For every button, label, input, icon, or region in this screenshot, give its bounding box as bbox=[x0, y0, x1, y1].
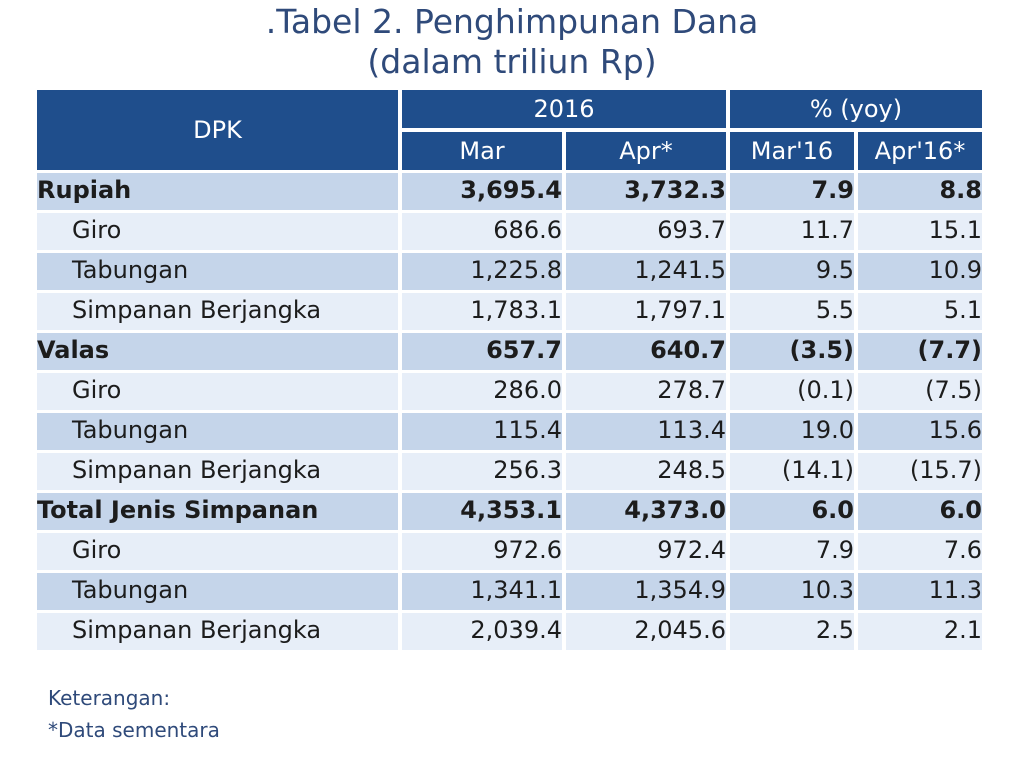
header-mar16: Mar'16 bbox=[730, 131, 854, 170]
cell-mar16: 6.0 bbox=[730, 493, 854, 533]
cell-mar16: 7.9 bbox=[730, 173, 854, 213]
cell-apr: 2,045.6 bbox=[566, 613, 726, 653]
notes-footnote: *Data sementara bbox=[48, 718, 220, 742]
table-title: .Tabel 2. Penghimpunan Dana (dalam trili… bbox=[0, 2, 1024, 82]
row-label: Tabungan bbox=[37, 253, 398, 293]
row-label: Total Jenis Simpanan bbox=[37, 493, 398, 533]
deposit-table: DPK 2016 % (yoy) Mar Apr* Mar'16 Apr'16*… bbox=[33, 90, 986, 653]
cell-mar: 1,225.8 bbox=[402, 253, 562, 293]
cell-apr: 972.4 bbox=[566, 533, 726, 573]
table-row: Rupiah 3,695.4 3,732.3 7.9 8.8 bbox=[37, 173, 982, 213]
cell-mar16: (0.1) bbox=[730, 373, 854, 413]
cell-mar: 657.7 bbox=[402, 333, 562, 373]
cell-apr: 3,732.3 bbox=[566, 173, 726, 213]
header-apr: Apr* bbox=[566, 131, 726, 170]
cell-mar: 3,695.4 bbox=[402, 173, 562, 213]
cell-apr16: 15.1 bbox=[858, 213, 982, 253]
cell-mar: 686.6 bbox=[402, 213, 562, 253]
table-row: Simpanan Berjangka 2,039.4 2,045.6 2.5 2… bbox=[37, 613, 982, 653]
row-label: Rupiah bbox=[37, 173, 398, 213]
cell-mar16: (14.1) bbox=[730, 453, 854, 493]
table-row: Total Jenis Simpanan 4,353.1 4,373.0 6.0… bbox=[37, 493, 982, 533]
title-line-2: (dalam triliun Rp) bbox=[367, 42, 657, 81]
cell-mar16: 9.5 bbox=[730, 253, 854, 293]
table-row: Giro 972.6 972.4 7.9 7.6 bbox=[37, 533, 982, 573]
row-label: Simpanan Berjangka bbox=[37, 293, 398, 333]
header-mar: Mar bbox=[402, 131, 562, 170]
header-year: 2016 bbox=[402, 90, 726, 129]
table-row: Tabungan 115.4 113.4 19.0 15.6 bbox=[37, 413, 982, 453]
title-line-1: .Tabel 2. Penghimpunan Dana bbox=[265, 2, 759, 41]
table-row: Valas 657.7 640.7 (3.5) (7.7) bbox=[37, 333, 982, 373]
cell-apr16: (15.7) bbox=[858, 453, 982, 493]
cell-apr16: 6.0 bbox=[858, 493, 982, 533]
cell-apr16: 2.1 bbox=[858, 613, 982, 653]
row-label: Valas bbox=[37, 333, 398, 373]
header-apr16: Apr'16* bbox=[858, 131, 982, 170]
cell-apr: 640.7 bbox=[566, 333, 726, 373]
cell-mar: 972.6 bbox=[402, 533, 562, 573]
cell-apr: 278.7 bbox=[566, 373, 726, 413]
cell-mar16: 5.5 bbox=[730, 293, 854, 333]
row-label: Giro bbox=[37, 533, 398, 573]
cell-mar: 115.4 bbox=[402, 413, 562, 453]
header-yoy: % (yoy) bbox=[730, 90, 982, 129]
cell-mar16: 7.9 bbox=[730, 533, 854, 573]
cell-apr16: (7.7) bbox=[858, 333, 982, 373]
table-row: Simpanan Berjangka 256.3 248.5 (14.1) (1… bbox=[37, 453, 982, 493]
cell-mar16: (3.5) bbox=[730, 333, 854, 373]
table-row: Tabungan 1,341.1 1,354.9 10.3 11.3 bbox=[37, 573, 982, 613]
cell-apr: 248.5 bbox=[566, 453, 726, 493]
cell-mar: 2,039.4 bbox=[402, 613, 562, 653]
row-label: Giro bbox=[37, 213, 398, 253]
cell-mar16: 11.7 bbox=[730, 213, 854, 253]
cell-apr: 1,797.1 bbox=[566, 293, 726, 333]
row-label: Tabungan bbox=[37, 413, 398, 453]
cell-mar: 1,783.1 bbox=[402, 293, 562, 333]
header-dpk: DPK bbox=[37, 90, 398, 170]
cell-apr16: 15.6 bbox=[858, 413, 982, 453]
cell-apr: 1,241.5 bbox=[566, 253, 726, 293]
cell-mar16: 2.5 bbox=[730, 613, 854, 653]
cell-mar16: 19.0 bbox=[730, 413, 854, 453]
row-label: Simpanan Berjangka bbox=[37, 613, 398, 653]
table-row: Giro 286.0 278.7 (0.1) (7.5) bbox=[37, 373, 982, 413]
cell-apr16: 11.3 bbox=[858, 573, 982, 613]
cell-apr16: 5.1 bbox=[858, 293, 982, 333]
cell-apr16: 8.8 bbox=[858, 173, 982, 213]
cell-mar: 286.0 bbox=[402, 373, 562, 413]
table-row: Simpanan Berjangka 1,783.1 1,797.1 5.5 5… bbox=[37, 293, 982, 333]
row-label: Tabungan bbox=[37, 573, 398, 613]
cell-apr: 113.4 bbox=[566, 413, 726, 453]
cell-mar: 4,353.1 bbox=[402, 493, 562, 533]
row-label: Giro bbox=[37, 373, 398, 413]
row-label: Simpanan Berjangka bbox=[37, 453, 398, 493]
table-row: Tabungan 1,225.8 1,241.5 9.5 10.9 bbox=[37, 253, 982, 293]
cell-mar: 256.3 bbox=[402, 453, 562, 493]
cell-apr: 693.7 bbox=[566, 213, 726, 253]
notes-heading: Keterangan: bbox=[48, 686, 171, 710]
cell-apr16: 10.9 bbox=[858, 253, 982, 293]
cell-apr16: (7.5) bbox=[858, 373, 982, 413]
table-row: Giro 686.6 693.7 11.7 15.1 bbox=[37, 213, 982, 253]
cell-apr: 1,354.9 bbox=[566, 573, 726, 613]
cell-mar16: 10.3 bbox=[730, 573, 854, 613]
cell-apr16: 7.6 bbox=[858, 533, 982, 573]
cell-apr: 4,373.0 bbox=[566, 493, 726, 533]
cell-mar: 1,341.1 bbox=[402, 573, 562, 613]
